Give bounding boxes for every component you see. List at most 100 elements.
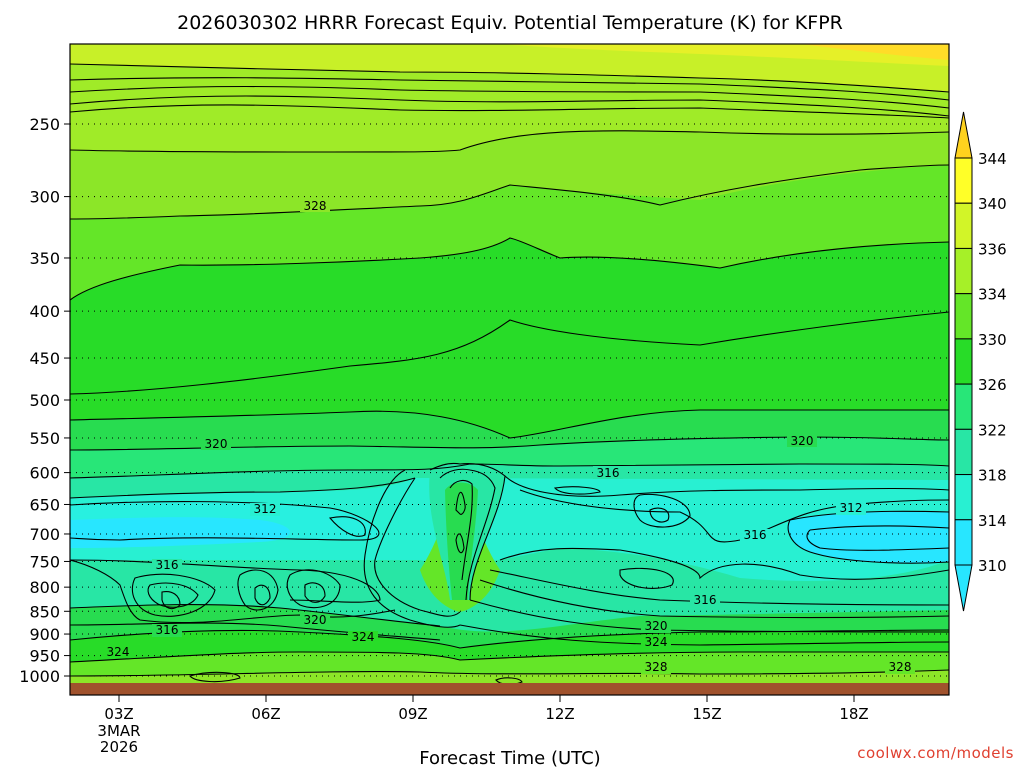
contour-line [806,525,949,551]
y-tick-label: 950 [29,647,60,666]
contour-label: 320 [304,613,327,627]
colorbar: 344 340 336 334 330 326 322 318 314 310 [954,111,1007,612]
band-322-core [445,482,478,600]
contour-line [649,507,670,523]
contour-line [70,463,949,479]
colorbar-segment [954,338,973,385]
contour-line [70,603,441,627]
y-tick-label: 450 [29,349,60,368]
contour-line [70,95,949,117]
contour-label: 328 [889,660,912,674]
contour-label: 324 [107,645,130,659]
contour-line [147,582,199,608]
contour-line [455,491,466,515]
colorbar-label: 336 [978,240,1007,258]
contour-line [70,85,949,109]
colorbar-segment [954,519,973,566]
contour-line [70,77,949,101]
colorbar-label: 330 [978,331,1007,349]
contour-line [70,311,949,395]
contour-line [519,489,949,543]
colorbar-segment [954,293,973,340]
contour-lines [70,63,949,685]
x-tick-label: 09Z [398,705,427,723]
credit-text: coolwx.com/models [857,744,1014,762]
contour-line [70,477,416,499]
y-tick-label: 650 [29,495,60,514]
y-tick-label: 1000 [19,667,60,686]
contour-label: 328 [645,660,668,674]
band-310-right [788,511,949,564]
colorbar-label: 326 [978,376,1007,394]
contour-line [237,569,279,611]
x-tick-label: 18Z [839,705,868,723]
contour-line [449,479,473,581]
contour-line [70,651,949,663]
x-tick-sublabel: 3MAR [97,722,140,740]
x-tick-label: 06Z [251,705,280,723]
contour-line [70,669,949,677]
colorbar-label: 314 [978,512,1007,530]
y-axis: 250 300 350 400 450 500 550 600 650 700 750 800 850 9… [19,115,70,686]
contour-line [70,559,396,624]
colorbar-segment [954,202,973,249]
contour-line [189,671,241,683]
y-tick-label: 750 [29,552,60,571]
contour-line [459,624,949,646]
y-tick-label: 850 [29,602,60,621]
contour-line [469,599,949,633]
contour-line [70,164,949,220]
contour-label: 328 [304,199,327,213]
colorbar-top-arrow [954,111,973,159]
colorbar-label: 334 [978,286,1007,304]
contour-line [70,622,441,641]
contour-label: 316 [597,466,620,480]
colorbar-segment [954,157,973,204]
band-top-340 [70,44,949,92]
contour-label: 320 [205,437,228,451]
y-tick-label: 900 [29,625,60,644]
ground-strip [70,683,949,695]
y-tick-label: 800 [29,578,60,597]
x-axis-label: Forecast Time (UTC) [419,748,600,768]
contour-line [619,567,674,589]
colorbar-label: 318 [978,467,1007,485]
contour-line [254,584,271,606]
colorbar-segment [954,383,973,430]
contour-label: 312 [840,501,863,515]
contour-label: 312 [254,502,277,516]
contour-line [479,579,949,619]
band-316 [70,478,949,581]
contour-line [70,130,949,153]
colorbar-label: 310 [978,557,1007,575]
contour-line [633,493,691,528]
contour-label: 316 [694,593,717,607]
colorbar-segment [954,247,973,295]
x-tick-sublabel: 2026 [100,738,138,756]
y-tick-label: 350 [29,249,60,268]
contour-line [70,63,949,93]
contour-line [787,519,949,564]
band-310-pocket [70,517,290,548]
y-tick-label: 400 [29,302,60,321]
contour-line [328,516,366,537]
contour-line [70,104,949,119]
contour-label: 316 [744,528,767,542]
contour-line [70,409,949,439]
band-top-346 [800,44,949,60]
band-314-right-pocket [634,494,690,528]
band-top-344 [500,44,949,66]
contour-line [286,569,341,609]
contour-line [429,462,506,601]
contour-label: 324 [645,635,668,649]
contour-line [304,582,326,603]
contour-label: 324 [352,630,375,644]
contour-label: 316 [156,623,179,637]
contour-line [70,629,949,649]
contour-label: 316 [156,558,179,572]
contour-line [455,533,465,554]
colorbar-segment [954,428,973,476]
y-tick-label: 500 [29,391,60,410]
